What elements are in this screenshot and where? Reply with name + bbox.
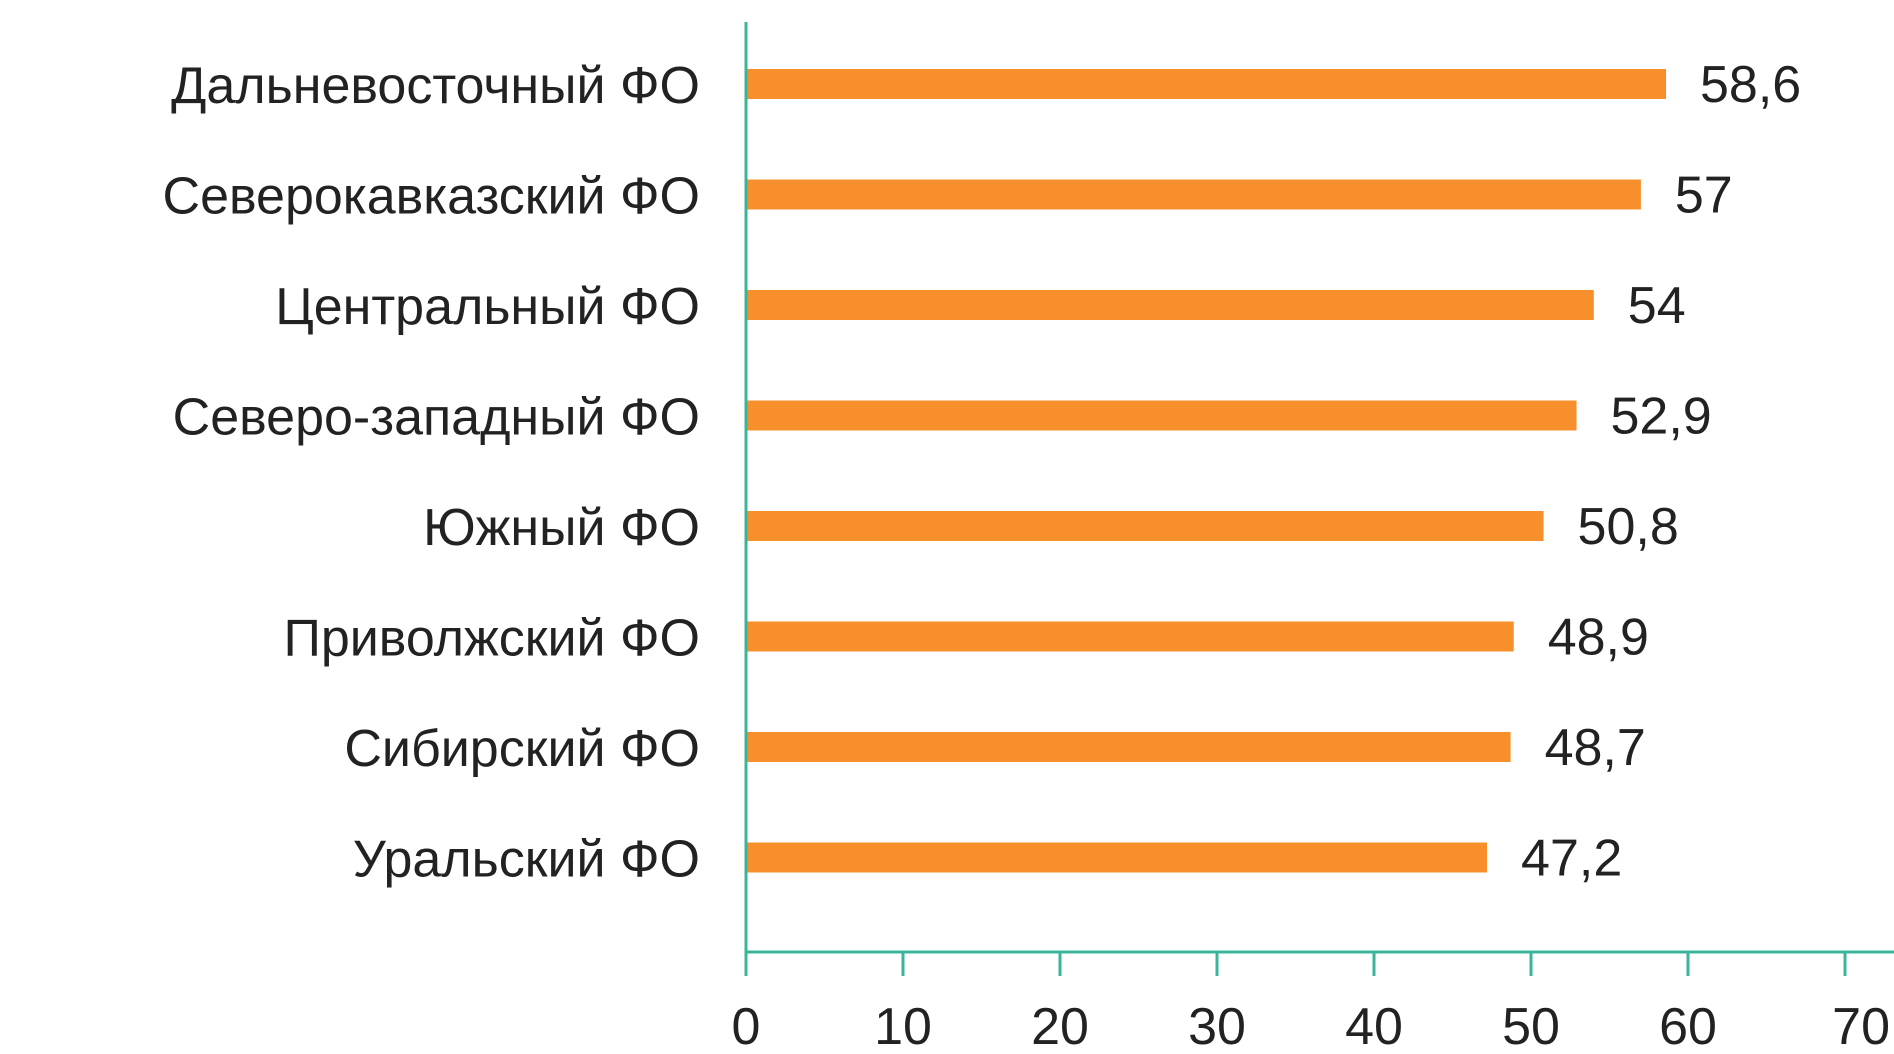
- x-tick-label: 0: [732, 998, 761, 1054]
- axes-group: [744, 22, 1894, 976]
- category-label: Южный ФО: [423, 499, 700, 557]
- x-tick-label: 70: [1832, 998, 1890, 1054]
- category-label: Северокавказский ФО: [163, 168, 700, 226]
- value-label: 52,9: [1611, 388, 1712, 446]
- category-label: Сибирский ФО: [344, 720, 700, 778]
- category-labels-group: Дальневосточный ФО Северокавказский ФО Цен…: [163, 57, 700, 889]
- category-label: Уральский ФО: [353, 831, 700, 889]
- value-label: 47,2: [1521, 830, 1622, 888]
- value-label: 58,6: [1700, 56, 1801, 114]
- bar: [746, 69, 1667, 99]
- x-tick-label: 40: [1345, 998, 1403, 1054]
- value-label: 57: [1675, 167, 1733, 225]
- bar: [746, 621, 1514, 652]
- value-label: 54: [1628, 277, 1686, 335]
- bar: [746, 511, 1544, 541]
- category-label: Центральный ФО: [275, 278, 700, 336]
- x-tick-label: 50: [1502, 998, 1560, 1054]
- x-tick-label: 30: [1188, 998, 1246, 1054]
- bar: [746, 842, 1488, 873]
- value-labels-group: 58,6 57 54 52,9 50,8 48,9 48,7 47,2: [1521, 56, 1801, 888]
- x-ticks-group: 0 10 20 30 40 50 60 70: [732, 952, 1890, 1054]
- value-label: 48,7: [1545, 719, 1646, 777]
- bar: [746, 290, 1594, 320]
- category-label: Северо-западный ФО: [173, 389, 700, 447]
- bar: [746, 179, 1641, 210]
- category-label: Приволжский ФО: [283, 610, 700, 668]
- x-tick-label: 10: [874, 998, 932, 1054]
- x-tick-label: 60: [1659, 998, 1717, 1054]
- value-label: 48,9: [1548, 609, 1649, 667]
- bars-group: [746, 69, 1667, 873]
- bar: [746, 732, 1511, 762]
- x-tick-label: 20: [1031, 998, 1089, 1054]
- category-label: Дальневосточный ФО: [171, 57, 700, 115]
- bar: [746, 400, 1577, 431]
- value-label: 50,8: [1578, 498, 1679, 556]
